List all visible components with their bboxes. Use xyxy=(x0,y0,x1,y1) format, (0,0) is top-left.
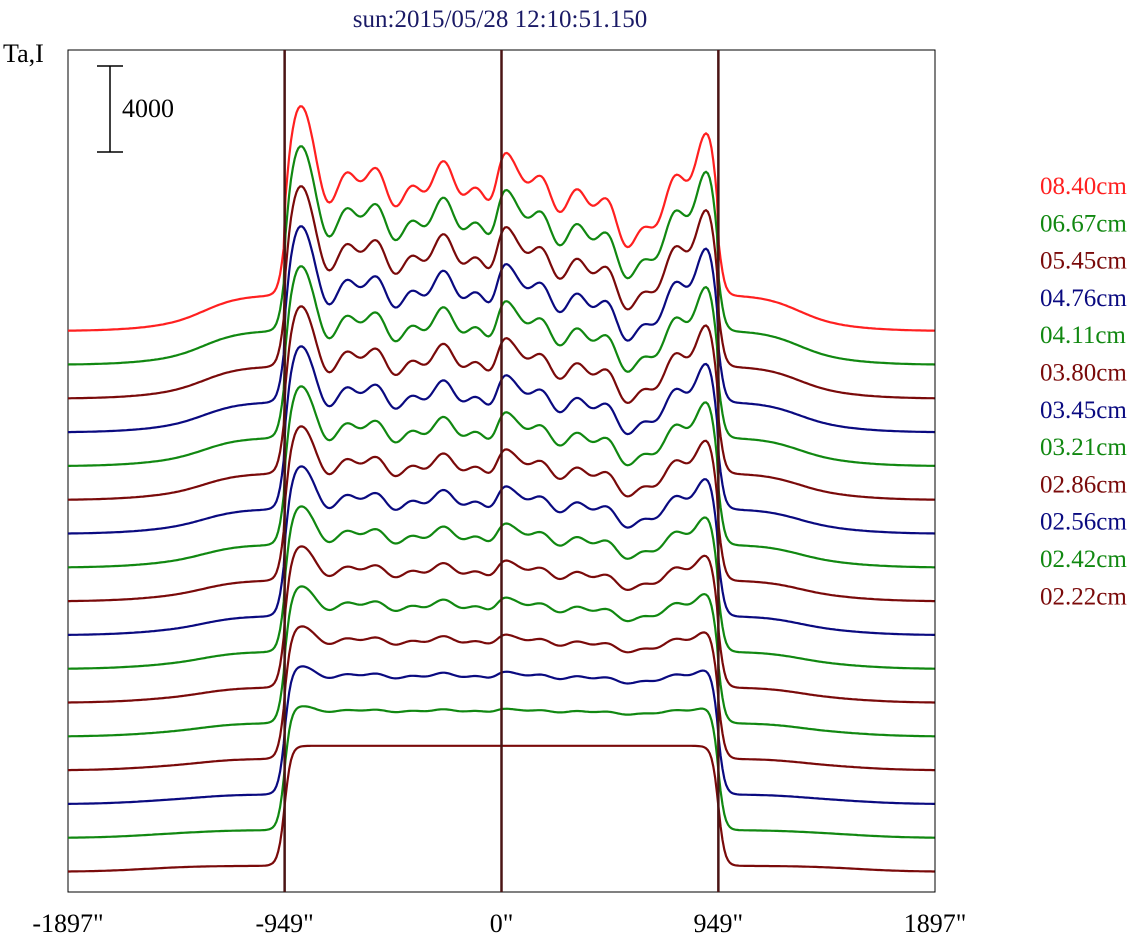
legend-entry: 02.56cm xyxy=(1040,509,1127,536)
legend-entry: 03.80cm xyxy=(1040,360,1127,387)
x-tick-label: -1897" xyxy=(32,909,103,938)
x-tick-label: 949" xyxy=(694,909,744,938)
chart-title: sun:2015/05/28 12:10:51.150 xyxy=(353,6,647,33)
x-tick-label: 1897" xyxy=(904,909,967,938)
legend-entry: 08.40cm xyxy=(1040,173,1127,200)
legend-entry: 03.21cm xyxy=(1040,434,1127,461)
legend: 08.40cm 06.67cm 05.45cm 04.76cm 04.11cm 03.80… xyxy=(1040,173,1127,610)
legend-entry: 05.45cm xyxy=(1040,248,1127,275)
legend-entry: 06.67cm xyxy=(1040,210,1127,237)
y-axis-label: Ta,I xyxy=(3,39,44,68)
legend-entry: 02.42cm xyxy=(1040,546,1127,573)
vertical-markers xyxy=(283,50,720,892)
x-tick-label: 0" xyxy=(490,909,514,938)
legend-entry: 04.76cm xyxy=(1040,285,1127,312)
legend-entry: 02.86cm xyxy=(1040,471,1127,498)
scale-bar-label: 4000 xyxy=(122,94,174,123)
legend-entry: 04.11cm xyxy=(1040,322,1126,349)
legend-entry: 03.45cm xyxy=(1040,397,1127,424)
legend-entry: 02.22cm xyxy=(1040,583,1127,610)
scale-bar: 4000 xyxy=(97,65,174,153)
x-tick-labels: -1897" -949" 0" 949" 1897" xyxy=(32,909,966,938)
x-tick-label: -949" xyxy=(255,909,313,938)
